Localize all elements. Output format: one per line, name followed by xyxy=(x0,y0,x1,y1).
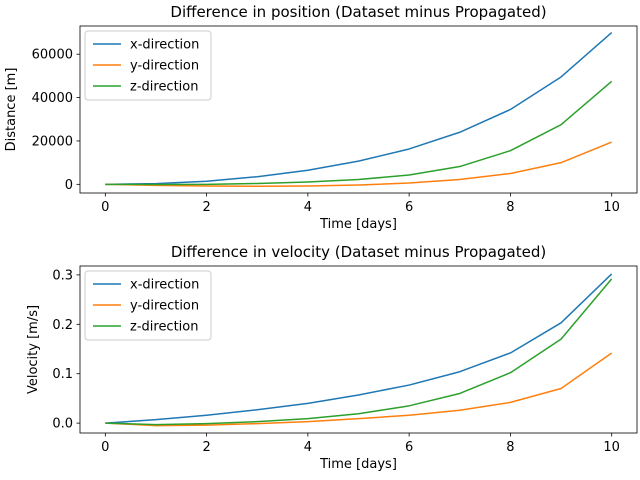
x-tick-label: 4 xyxy=(304,200,312,215)
legend-label: z-direction xyxy=(130,80,199,95)
y-tick-label: 40000 xyxy=(32,91,73,106)
y-tick-label: 0.0 xyxy=(52,417,73,432)
legend: x-direction y-direction z-direction xyxy=(84,30,212,101)
y-axis-label: Velocity [m/s] xyxy=(26,305,41,394)
legend-label: y-direction xyxy=(130,59,199,74)
series-line-y-direction xyxy=(105,141,612,188)
legend-label: y-direction xyxy=(130,299,199,314)
x-tick-label: 2 xyxy=(202,440,210,455)
y-tick-label: 0.3 xyxy=(52,268,73,283)
legend: x-direction y-direction z-direction xyxy=(84,270,212,341)
chart-panel-1: Difference in position (Dataset minus Pr… xyxy=(4,3,638,232)
y-tick-label: 60000 xyxy=(32,48,73,63)
x-tick-label: 8 xyxy=(506,200,514,215)
legend-box xyxy=(84,30,212,101)
chart-panel-2: Difference in velocity (Dataset minus Pr… xyxy=(26,243,638,472)
x-tick-label: 6 xyxy=(405,440,413,455)
series-line-x-direction xyxy=(105,31,613,186)
series-line-x-direction xyxy=(105,273,613,424)
legend-box xyxy=(84,270,212,341)
series-line-z-direction xyxy=(105,278,613,426)
x-axis-label: Time [days] xyxy=(319,217,397,232)
legend-label: x-direction xyxy=(130,278,199,293)
chart-title: Difference in velocity (Dataset minus Pr… xyxy=(171,243,546,261)
x-tick-label: 4 xyxy=(304,440,312,455)
y-tick-label: 0.2 xyxy=(52,318,73,333)
x-axis-label: Time [days] xyxy=(319,457,397,472)
x-tick-label: 0 xyxy=(101,440,109,455)
y-tick-label: 0.1 xyxy=(52,367,73,382)
series-line-z-direction xyxy=(105,80,613,186)
legend-label: z-direction xyxy=(130,320,199,335)
chart-title: Difference in position (Dataset minus Pr… xyxy=(170,3,546,21)
plot-area-frame xyxy=(79,25,638,194)
y-axis-label: Distance [m] xyxy=(4,68,19,152)
y-tick-label: 20000 xyxy=(32,134,73,149)
legend-label: x-direction xyxy=(130,38,199,53)
y-tick-label: 0 xyxy=(65,178,73,193)
x-tick-label: 10 xyxy=(603,200,620,215)
x-tick-label: 6 xyxy=(405,200,413,215)
plot-area-frame xyxy=(79,265,638,434)
x-tick-label: 10 xyxy=(603,440,620,455)
x-tick-label: 2 xyxy=(202,200,210,215)
x-tick-label: 8 xyxy=(506,440,514,455)
x-tick-label: 0 xyxy=(101,200,109,215)
series-line-y-direction xyxy=(105,352,613,427)
